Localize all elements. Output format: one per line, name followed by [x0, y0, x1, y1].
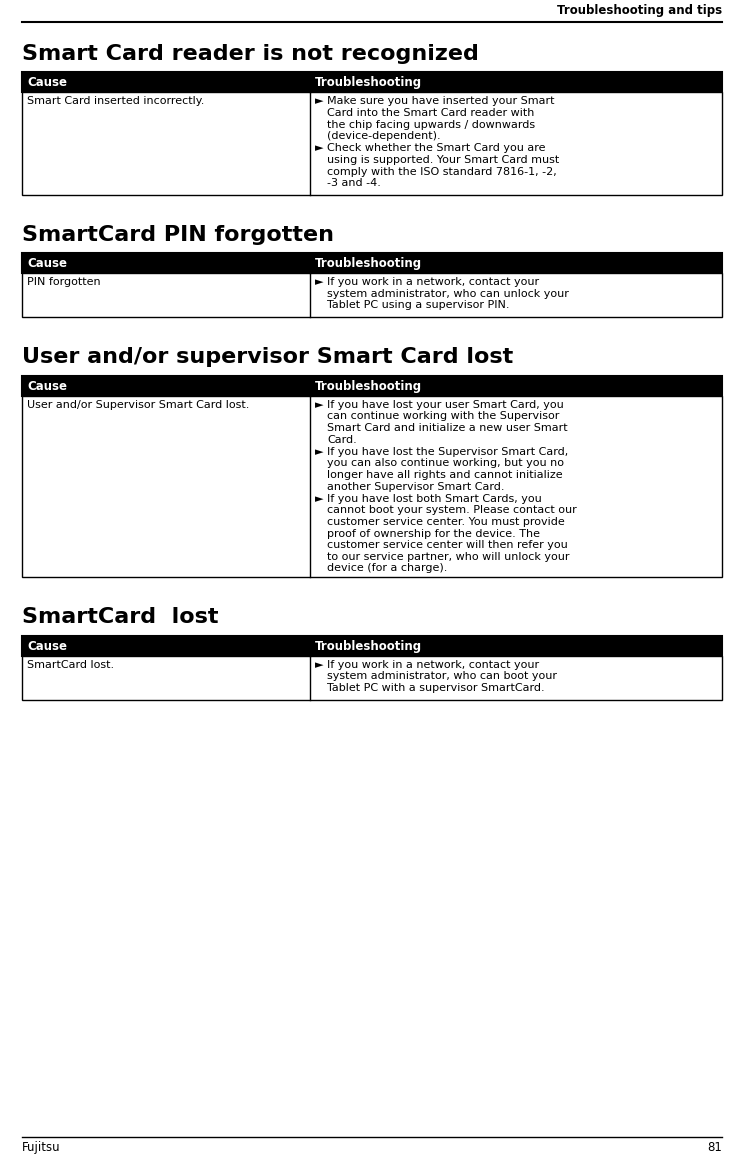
Text: ►: ►: [315, 96, 324, 107]
Bar: [22, 636, 722, 656]
Text: If you have lost your user Smart Card, you
can continue working with the Supervi: If you have lost your user Smart Card, y…: [327, 400, 568, 445]
Bar: [22, 656, 722, 700]
Text: SmartCard lost.: SmartCard lost.: [27, 659, 114, 670]
Text: Make sure you have inserted your Smart
Card into the Smart Card reader with
the : Make sure you have inserted your Smart C…: [327, 96, 554, 141]
Text: If you have lost the Supervisor Smart Card,
you can also continue working, but y: If you have lost the Supervisor Smart Ca…: [327, 446, 568, 491]
Text: SmartCard  lost: SmartCard lost: [22, 607, 219, 627]
Text: ►: ►: [315, 494, 324, 504]
Text: User and/or Supervisor Smart Card lost.: User and/or Supervisor Smart Card lost.: [27, 400, 249, 410]
Text: 81: 81: [707, 1140, 722, 1154]
Bar: [22, 274, 722, 318]
Text: Troubleshooting: Troubleshooting: [315, 640, 422, 653]
Bar: [22, 72, 722, 93]
Text: ►: ►: [315, 144, 324, 153]
Text: If you have lost both Smart Cards, you
cannot boot your system. Please contact o: If you have lost both Smart Cards, you c…: [327, 494, 577, 574]
Text: Cause: Cause: [27, 76, 67, 89]
Text: Cause: Cause: [27, 640, 67, 653]
Text: SmartCard PIN forgotten: SmartCard PIN forgotten: [22, 225, 334, 245]
Text: If you work in a network, contact your
system administrator, who can boot your
T: If you work in a network, contact your s…: [327, 659, 557, 693]
Bar: [22, 93, 722, 195]
Text: Smart Card inserted incorrectly.: Smart Card inserted incorrectly.: [27, 96, 205, 107]
Bar: [22, 253, 722, 274]
Bar: [22, 395, 722, 577]
Text: Smart Card reader is not recognized: Smart Card reader is not recognized: [22, 44, 479, 64]
Text: ►: ►: [315, 277, 324, 287]
Text: Troubleshooting: Troubleshooting: [315, 76, 422, 89]
Text: Troubleshooting and tips: Troubleshooting and tips: [557, 3, 722, 17]
Text: PIN forgotten: PIN forgotten: [27, 277, 100, 287]
Text: ►: ►: [315, 446, 324, 457]
Text: If you work in a network, contact your
system administrator, who can unlock your: If you work in a network, contact your s…: [327, 277, 569, 311]
Text: Troubleshooting: Troubleshooting: [315, 380, 422, 393]
Bar: [22, 376, 722, 395]
Text: Cause: Cause: [27, 380, 67, 393]
Text: ►: ►: [315, 400, 324, 410]
Text: Check whether the Smart Card you are
using is supported. Your Smart Card must
co: Check whether the Smart Card you are usi…: [327, 144, 559, 188]
Text: User and/or supervisor Smart Card lost: User and/or supervisor Smart Card lost: [22, 348, 513, 367]
Text: Troubleshooting: Troubleshooting: [315, 257, 422, 270]
Text: ►: ►: [315, 659, 324, 670]
Text: Cause: Cause: [27, 257, 67, 270]
Text: Fujitsu: Fujitsu: [22, 1140, 60, 1154]
